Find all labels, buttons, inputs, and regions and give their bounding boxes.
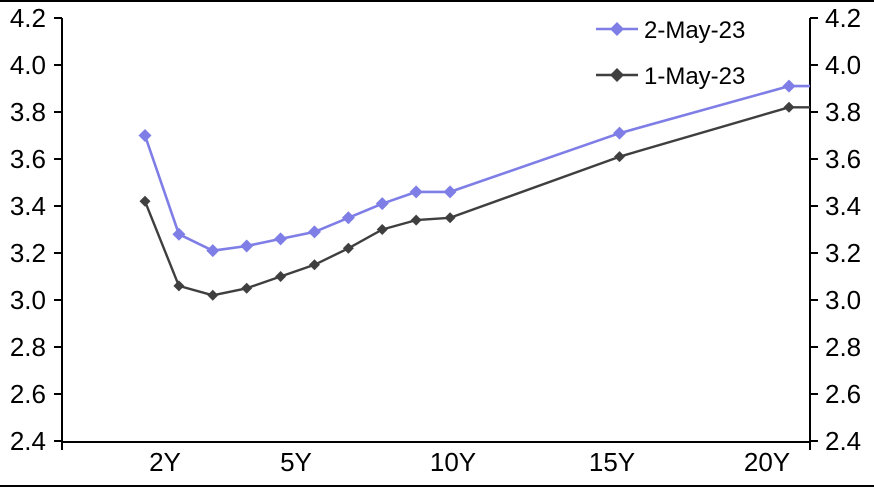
y-tick-label-right: 3.4: [825, 191, 861, 221]
y-tick-label-right: 3.6: [825, 144, 861, 174]
y-tick-label-right: 3.2: [825, 238, 861, 268]
series-marker-2-may-23: [206, 244, 220, 258]
series-marker-2-may-23: [307, 225, 321, 239]
x-tick-label: 5Y: [280, 447, 312, 477]
series-marker-2-may-23: [341, 211, 355, 225]
series-marker-2-may-23: [782, 79, 796, 93]
x-tick-label: 10Y: [430, 447, 476, 477]
series-marker-1-may-23: [308, 259, 320, 271]
series-marker-1-may-23: [342, 242, 354, 254]
x-tick-label: 15Y: [589, 447, 635, 477]
series-marker-2-may-23: [172, 227, 186, 241]
series-marker-1-may-23: [376, 224, 388, 235]
legend-label: 1-May-23: [644, 63, 745, 90]
series-marker-1-may-23: [173, 280, 185, 292]
y-tick-label-left: 3.8: [10, 97, 46, 127]
frame-top-border: [0, 0, 874, 2]
series-marker-1-may-23: [241, 282, 253, 294]
series-marker-1-may-23: [139, 195, 151, 207]
series-marker-1-may-23: [410, 214, 422, 226]
series-marker-2-may-23: [409, 185, 423, 199]
y-tick-label-right: 2.4: [825, 426, 861, 456]
legend-label: 2-May-23: [644, 17, 745, 44]
series-marker-1-may-23: [614, 151, 626, 163]
y-tick-label-left: 2.4: [10, 426, 46, 456]
y-tick-label-right: 4.2: [825, 3, 861, 33]
y-tick-label-right: 2.8: [825, 332, 861, 362]
x-tick-label: 20Y: [744, 447, 790, 477]
y-tick-label-left: 2.8: [10, 332, 46, 362]
series-marker-1-may-23: [207, 289, 219, 301]
y-tick-label-right: 3.8: [825, 97, 861, 127]
y-tick-label-left: 2.6: [10, 379, 46, 409]
x-tick-label: 2Y: [149, 447, 181, 477]
series-marker-2-may-23: [443, 185, 457, 199]
legend-key-diamond: [610, 68, 624, 82]
frame-bottom-border: [0, 485, 874, 487]
y-tick-label-left: 3.4: [10, 191, 46, 221]
series-line-1-may-23: [143, 106, 810, 297]
series-marker-2-may-23: [274, 232, 288, 246]
series-marker-1-may-23: [783, 101, 795, 113]
series-marker-1-may-23: [444, 212, 456, 224]
y-tick-label-right: 3.0: [825, 285, 861, 315]
y-tick-label-left: 4.2: [10, 3, 46, 33]
y-tick-label-left: 3.6: [10, 144, 46, 174]
series-marker-2-may-23: [613, 126, 627, 140]
series-marker-2-may-23: [138, 129, 152, 142]
series-marker-2-may-23: [375, 197, 389, 211]
y-tick-label-right: 2.6: [825, 379, 861, 409]
series-marker-1-may-23: [275, 271, 287, 282]
series-marker-2-may-23: [240, 239, 254, 253]
legend-key-diamond: [610, 22, 624, 36]
series-line-2-may-23: [143, 84, 810, 252]
y-tick-label-left: 3.2: [10, 238, 46, 268]
y-tick-label-right: 4.0: [825, 50, 861, 80]
y-tick-label-left: 3.0: [10, 285, 46, 315]
y-tick-label-left: 4.0: [10, 50, 46, 80]
